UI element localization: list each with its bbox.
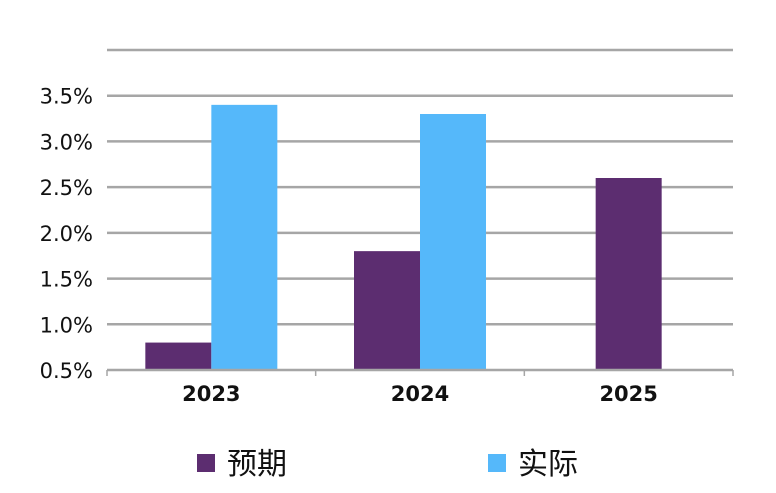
bar-2024-series-1: [420, 114, 486, 370]
x-tick-label: 2023: [182, 382, 240, 406]
bar-2023-series-1: [211, 104, 278, 370]
y-tick-label: 2.0%: [40, 222, 93, 246]
y-tick-label: 2.5%: [40, 176, 93, 200]
y-tick-label: 0.5%: [40, 359, 93, 383]
legend-swatch-actual: [488, 454, 506, 472]
legend-swatch-expected: [197, 454, 215, 472]
bar-2025-series-0: [595, 178, 662, 370]
y-tick-label: 3.5%: [40, 85, 93, 109]
y-axis: 0.5% 1.0% 1.5% 2.0% 2.5% 3.0% 3.5%: [40, 85, 93, 383]
legend: 预期 实际: [197, 447, 578, 482]
y-tick-label: 1.0%: [40, 313, 93, 337]
legend-label-actual: 实际: [518, 447, 578, 482]
y-tick-label: 3.0%: [40, 130, 93, 154]
y-tick-label: 1.5%: [40, 268, 93, 292]
x-tick-label: 2025: [599, 382, 657, 406]
x-tick-label: 2024: [391, 382, 449, 406]
x-axis: 2023 2024 2025: [106, 368, 734, 406]
bar-2023-series-0: [145, 342, 212, 370]
bars: [145, 104, 662, 370]
legend-label-expected: 预期: [227, 447, 287, 482]
bar-2024-series-0: [354, 251, 420, 370]
